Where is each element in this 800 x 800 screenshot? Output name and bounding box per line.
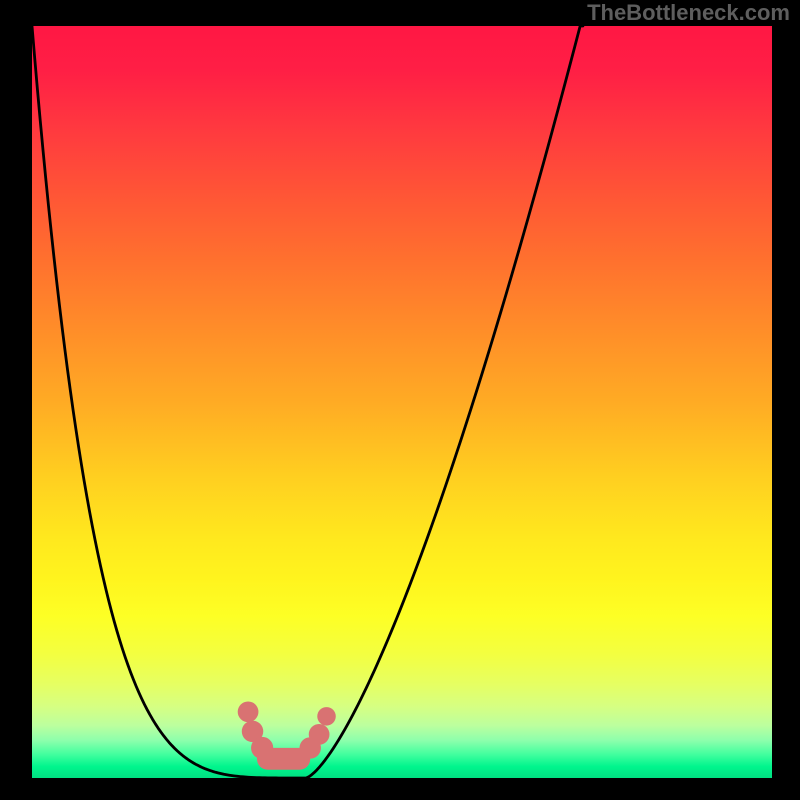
attribution-text: TheBottleneck.com <box>587 0 790 26</box>
curve-bottom-markers <box>238 701 336 769</box>
marker-dot <box>317 707 336 726</box>
bottleneck-curve <box>32 26 583 778</box>
marker-dot <box>251 737 273 759</box>
plot-area <box>32 26 772 778</box>
marker-dot <box>300 737 321 758</box>
chart-canvas: TheBottleneck.com <box>0 0 800 800</box>
curve-overlay <box>32 26 772 778</box>
marker-dot <box>238 701 259 722</box>
